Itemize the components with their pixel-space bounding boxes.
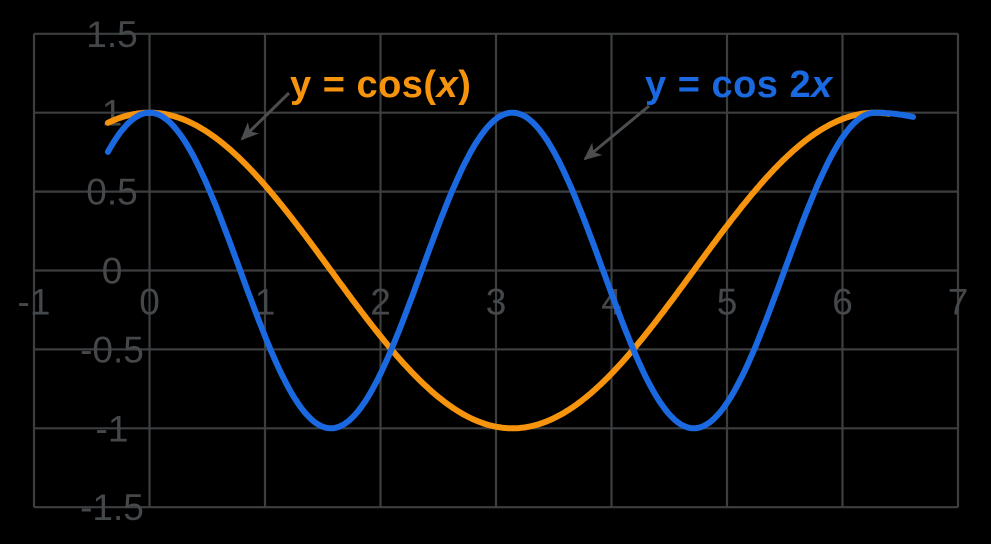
- cosx-label-arrow: [240, 91, 291, 141]
- curves: [104, 109, 916, 432]
- x-tick-label: 1: [255, 282, 276, 323]
- y-axis-tick-labels: 1.5 1 0.5 0 -0.5 -1 -1.5: [80, 14, 144, 528]
- x-tick-label: 6: [832, 282, 853, 323]
- cos2x-curve-label: y = cos 2x: [645, 64, 834, 106]
- x-tick-label: 2: [370, 282, 391, 323]
- cos2x-label-variable: x: [809, 64, 834, 106]
- y-tick-label: -1: [96, 408, 129, 449]
- x-tick-label: 3: [486, 282, 507, 323]
- curve-annotations: y = cos(x) y = cos 2x: [240, 64, 834, 161]
- y-tick-label: 1.5: [86, 14, 137, 55]
- cosx-curve: [104, 109, 892, 432]
- y-tick-label: 0: [102, 251, 123, 292]
- cosx-label-variable: x: [435, 64, 460, 106]
- y-tick-label: 0.5: [86, 172, 137, 213]
- x-tick-label: 7: [948, 282, 969, 323]
- cos2x-label-arrow: [583, 104, 650, 161]
- cos2x-label-text: y = cos 2: [645, 64, 811, 106]
- cos2x-curve: [104, 109, 916, 432]
- y-tick-label: -1.5: [80, 487, 144, 528]
- x-axis-tick-labels: -1 0 1 2 3 4 5 6 7: [18, 282, 969, 323]
- cosx-label-text: y = cos(: [290, 64, 437, 106]
- y-tick-label: 1: [102, 93, 123, 134]
- y-tick-label: -0.5: [80, 329, 144, 370]
- cosx-curve-label: y = cos(x): [290, 64, 471, 106]
- cosx-label-close: ): [458, 64, 471, 106]
- x-tick-label: -1: [18, 282, 51, 323]
- x-tick-label: 0: [139, 282, 160, 323]
- x-tick-label: 5: [717, 282, 738, 323]
